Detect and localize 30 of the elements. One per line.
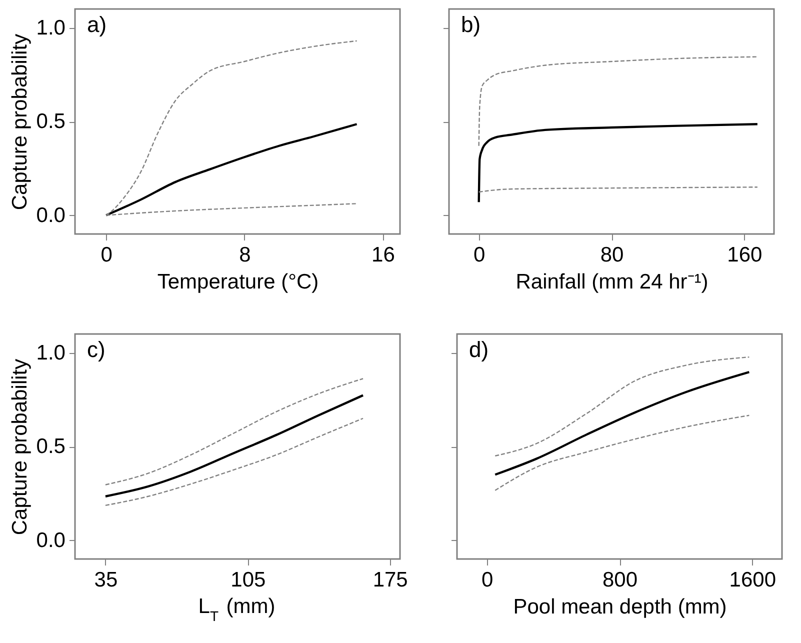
x-tick-label: 8 (239, 244, 251, 266)
x-tick-label: 35 (94, 568, 118, 592)
y-tick-label: 0.5 (36, 435, 66, 458)
line-series (104, 378, 364, 486)
x-tick-label: 16 (372, 244, 395, 266)
y-tick-label: 1.0 (36, 16, 66, 40)
annotation: a) (87, 12, 107, 37)
x-tick-label: 175 (372, 568, 408, 592)
annotation: b) (461, 12, 481, 37)
y-axis-title: Capture probability (8, 33, 32, 210)
x-tick-label: 0 (474, 244, 486, 266)
y-tick-label: 0.0 (36, 204, 66, 227)
x-tick-label: 1600 (729, 568, 776, 592)
x-tick-label: 160 (727, 244, 762, 266)
x-axis-title: Pool mean depth (mm) (513, 596, 727, 618)
x-axis-title: Rainfall (mm 24 hr⁻¹) (516, 270, 708, 294)
x-tick-label: 105 (230, 568, 266, 592)
x-tick-label: 800 (602, 568, 638, 592)
x-axis-title: Temperature (°C) (157, 270, 319, 294)
x-tick-label: 80 (600, 244, 624, 266)
annotation: d) (469, 337, 489, 362)
line-series (104, 418, 364, 506)
y-tick-label: 1.0 (36, 341, 66, 364)
annotation: c) (87, 337, 106, 362)
x-tick-label: 0 (100, 244, 112, 266)
y-tick-label: 0.0 (36, 528, 66, 552)
x-tick-label: 0 (482, 568, 494, 592)
y-axis-title: Capture probability (8, 358, 32, 536)
y-tick-label: 0.5 (36, 110, 66, 133)
line-series (104, 394, 364, 498)
